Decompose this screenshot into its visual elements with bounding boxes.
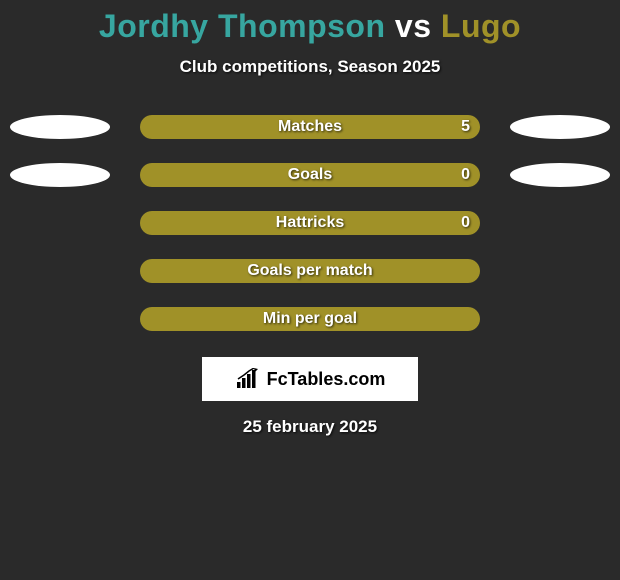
comparison-infographic: Jordhy Thompson vs Lugo Club competition… xyxy=(0,0,620,437)
stat-label: Min per goal xyxy=(263,310,357,328)
date: 25 february 2025 xyxy=(0,417,620,437)
stat-bar: Goals 0 xyxy=(140,163,480,187)
chart-icon xyxy=(235,368,261,390)
stat-label: Hattricks xyxy=(276,214,344,232)
stat-row: Goals 0 xyxy=(0,163,620,187)
stat-bar: Matches 5 xyxy=(140,115,480,139)
stat-bar: Hattricks 0 xyxy=(140,211,480,235)
stat-value-right: 0 xyxy=(461,214,470,232)
logo-text: FcTables.com xyxy=(267,369,386,390)
stat-label: Goals xyxy=(288,166,332,184)
left-ellipse xyxy=(10,163,110,187)
stat-bar: Goals per match xyxy=(140,259,480,283)
stat-value-right: 5 xyxy=(461,118,470,136)
stat-bar: Min per goal xyxy=(140,307,480,331)
stat-row: Min per goal xyxy=(0,307,620,331)
stat-row: Goals per match xyxy=(0,259,620,283)
stat-label: Matches xyxy=(278,118,342,136)
left-ellipse xyxy=(10,115,110,139)
subtitle: Club competitions, Season 2025 xyxy=(0,57,620,77)
stat-rows: Matches 5 Goals 0 Hattricks 0 Goals per match M… xyxy=(0,115,620,331)
stat-row: Matches 5 xyxy=(0,115,620,139)
stat-row: Hattricks 0 xyxy=(0,211,620,235)
player1-name: Jordhy Thompson xyxy=(99,8,386,44)
vs-text: vs xyxy=(395,8,432,44)
right-ellipse xyxy=(510,115,610,139)
right-ellipse xyxy=(510,163,610,187)
player2-name: Lugo xyxy=(441,8,521,44)
logo-box: FcTables.com xyxy=(202,357,418,401)
stat-value-right: 0 xyxy=(461,166,470,184)
stat-label: Goals per match xyxy=(247,262,372,280)
title: Jordhy Thompson vs Lugo xyxy=(0,8,620,45)
